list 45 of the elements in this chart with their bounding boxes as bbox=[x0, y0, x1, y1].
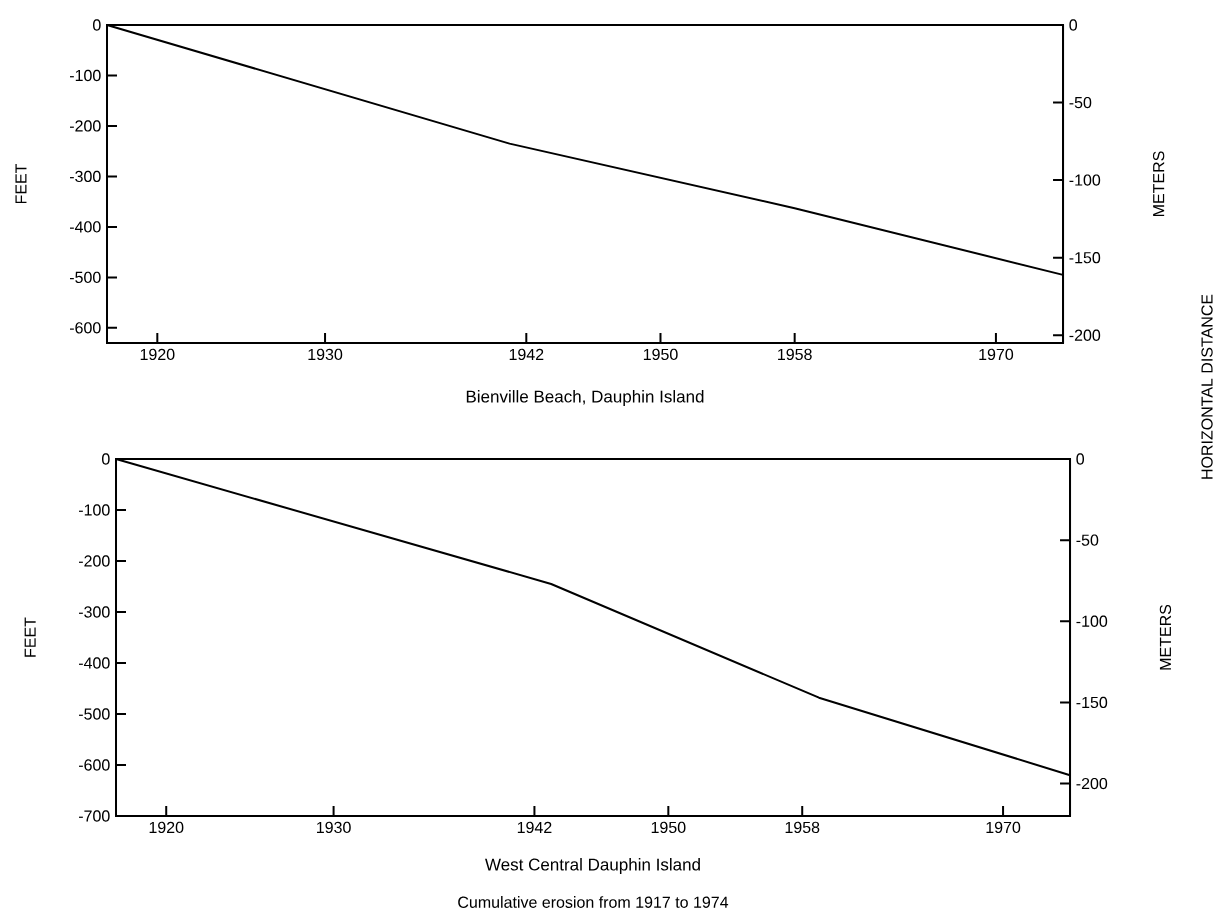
y-axis-title: FEET bbox=[24, 617, 36, 657]
text: HORIZONTAL DISTANCE bbox=[1201, 294, 1213, 479]
y-tick-label: -300 bbox=[69, 170, 101, 183]
x-tick-label: 1950 bbox=[651, 821, 686, 834]
y2-tick-label: -100 bbox=[1076, 615, 1108, 627]
y-tick-label: -100 bbox=[78, 504, 110, 516]
x-axis-title: West Central Dauphin Island bbox=[485, 858, 700, 874]
x-tick-label: 1970 bbox=[979, 348, 1014, 361]
x-tick-label: 1920 bbox=[140, 348, 175, 361]
y-tick-label: -700 bbox=[78, 810, 110, 822]
y-tick-label: -200 bbox=[78, 555, 110, 567]
text: Cumulative erosion from 1917 to 1974 bbox=[458, 896, 729, 908]
y-tick-label: -600 bbox=[69, 322, 101, 334]
x-tick-label: 1958 bbox=[785, 821, 820, 834]
x-tick-label: 1930 bbox=[308, 348, 343, 361]
y-tick-label: -500 bbox=[78, 708, 110, 720]
y-tick-label: 0 bbox=[93, 19, 101, 31]
x-tick-label: 1930 bbox=[317, 821, 351, 834]
y2-tick-label: -200 bbox=[1069, 329, 1101, 341]
x-tick-label: 1920 bbox=[149, 821, 184, 834]
y2-tick-label: -50 bbox=[1076, 534, 1099, 546]
y-tick-label: -200 bbox=[69, 120, 101, 132]
y-tick-label: -500 bbox=[69, 271, 101, 284]
x-axis-title: Bienville Beach, Dauphin Island bbox=[466, 390, 704, 406]
y2-tick-label: -150 bbox=[1076, 696, 1108, 709]
x-tick-label: 1950 bbox=[643, 348, 678, 361]
y-axis-title: FEET bbox=[15, 163, 27, 204]
y2-axis-title: METERS bbox=[1159, 604, 1172, 670]
y-tick-label: 0 bbox=[102, 453, 110, 465]
y-tick-label: -400 bbox=[78, 657, 110, 669]
y2-tick-label: -200 bbox=[1076, 777, 1108, 790]
y2-tick-label: -50 bbox=[1069, 96, 1092, 109]
x-tick-label: 1958 bbox=[778, 348, 812, 361]
y2-axis-title: METERS bbox=[1152, 151, 1165, 217]
y-tick-label: -600 bbox=[78, 759, 110, 771]
y-tick-label: -300 bbox=[78, 606, 110, 618]
y2-tick-label: -150 bbox=[1069, 252, 1101, 264]
y-tick-label: -400 bbox=[69, 221, 101, 233]
y2-tick-label: 0 bbox=[1076, 453, 1085, 465]
y2-tick-label: -100 bbox=[1069, 174, 1101, 186]
y-tick-label: -100 bbox=[69, 69, 101, 82]
x-tick-label: 1942 bbox=[517, 821, 552, 834]
x-tick-label: 1970 bbox=[986, 821, 1021, 834]
y2-tick-label: 0 bbox=[1069, 19, 1078, 31]
x-tick-label: 1942 bbox=[509, 348, 544, 361]
